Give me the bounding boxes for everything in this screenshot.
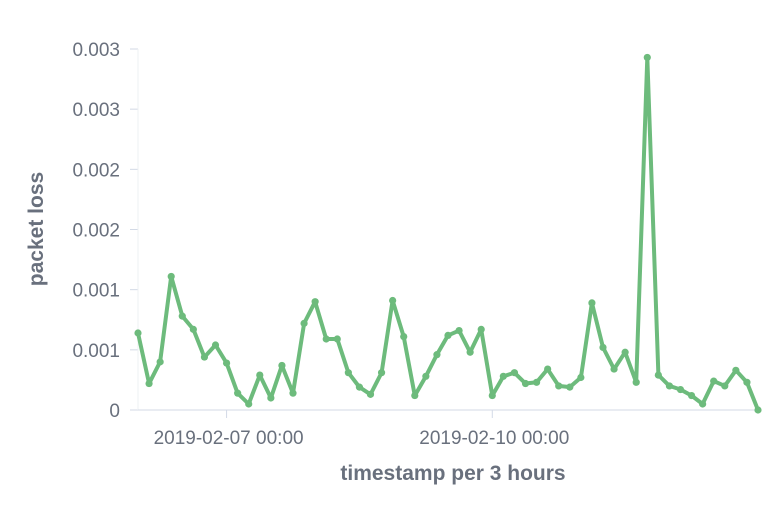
data-point[interactable]: [532, 378, 541, 386]
data-point[interactable]: [256, 371, 264, 379]
data-point[interactable]: [134, 329, 142, 337]
data-point[interactable]: [366, 390, 375, 398]
data-point[interactable]: [433, 351, 441, 359]
x-axis-title: timestamp per 3 hours: [340, 462, 565, 485]
data-point[interactable]: [555, 382, 563, 390]
data-point[interactable]: [389, 296, 397, 305]
y-tick-label: 0: [109, 401, 120, 422]
data-point[interactable]: [245, 400, 253, 408]
data-point[interactable]: [621, 348, 629, 356]
data-point[interactable]: [400, 332, 408, 341]
data-point[interactable]: [455, 326, 463, 335]
data-point[interactable]: [200, 353, 209, 361]
y-tick-label: 0.003: [72, 40, 120, 61]
data-point[interactable]: [654, 371, 662, 379]
data-point[interactable]: [422, 372, 430, 380]
data-point[interactable]: [732, 366, 740, 374]
data-point[interactable]: [699, 400, 707, 408]
data-point[interactable]: [411, 391, 419, 400]
x-tick-label: 2019-02-10 00:00: [419, 428, 569, 449]
data-point[interactable]: [344, 369, 352, 377]
x-tick-label: 2019-02-07 00:00: [154, 428, 304, 449]
data-point[interactable]: [322, 335, 330, 343]
series-line: [136, 55, 760, 412]
data-point[interactable]: [632, 378, 640, 386]
data-point[interactable]: [643, 53, 651, 62]
y-axis-title: packet loss: [25, 172, 48, 286]
data-point[interactable]: [145, 379, 153, 388]
data-point[interactable]: [743, 378, 751, 386]
data-point[interactable]: [599, 343, 607, 352]
data-point[interactable]: [687, 391, 696, 400]
data-point[interactable]: [377, 369, 386, 377]
data-point[interactable]: [754, 406, 762, 414]
data-point[interactable]: [610, 365, 618, 373]
data-point[interactable]: [189, 325, 197, 333]
y-tick-label: 0.001: [72, 281, 120, 302]
y-tick-label: 0.002: [72, 221, 120, 242]
data-point[interactable]: [211, 341, 220, 349]
data-point[interactable]: [588, 299, 596, 307]
data-point[interactable]: [156, 358, 164, 366]
data-point[interactable]: [499, 372, 507, 380]
data-point[interactable]: [710, 377, 718, 385]
y-tick-label: 0.001: [72, 341, 120, 362]
data-point[interactable]: [521, 379, 530, 388]
data-point[interactable]: [178, 312, 186, 320]
x-axis-ticks: 2019-02-07 00:00 2019-02-10 00:00: [154, 410, 569, 449]
data-point[interactable]: [311, 298, 319, 306]
y-tick-label: 0.003: [72, 100, 120, 121]
data-point[interactable]: [466, 348, 474, 356]
data-point[interactable]: [300, 319, 308, 327]
series-points: [134, 53, 762, 414]
y-axis-ticks: 0 0.001 0.001 0.002 0.002 0.003 0.003: [72, 40, 138, 422]
data-point[interactable]: [488, 391, 496, 400]
data-point[interactable]: [721, 382, 729, 390]
data-point[interactable]: [477, 325, 485, 333]
data-point[interactable]: [665, 382, 674, 390]
data-point[interactable]: [577, 373, 585, 382]
data-point[interactable]: [676, 385, 685, 394]
data-point[interactable]: [333, 335, 341, 343]
data-point[interactable]: [566, 383, 574, 391]
data-point[interactable]: [167, 272, 175, 281]
data-point[interactable]: [544, 365, 552, 373]
y-tick-label: 0.002: [72, 160, 120, 181]
data-point[interactable]: [355, 383, 364, 391]
data-point[interactable]: [510, 369, 519, 377]
data-point[interactable]: [267, 394, 275, 402]
data-point[interactable]: [444, 331, 452, 339]
data-point[interactable]: [278, 361, 286, 370]
data-point[interactable]: [289, 389, 297, 397]
data-point[interactable]: [222, 359, 231, 367]
data-point[interactable]: [234, 389, 242, 397]
